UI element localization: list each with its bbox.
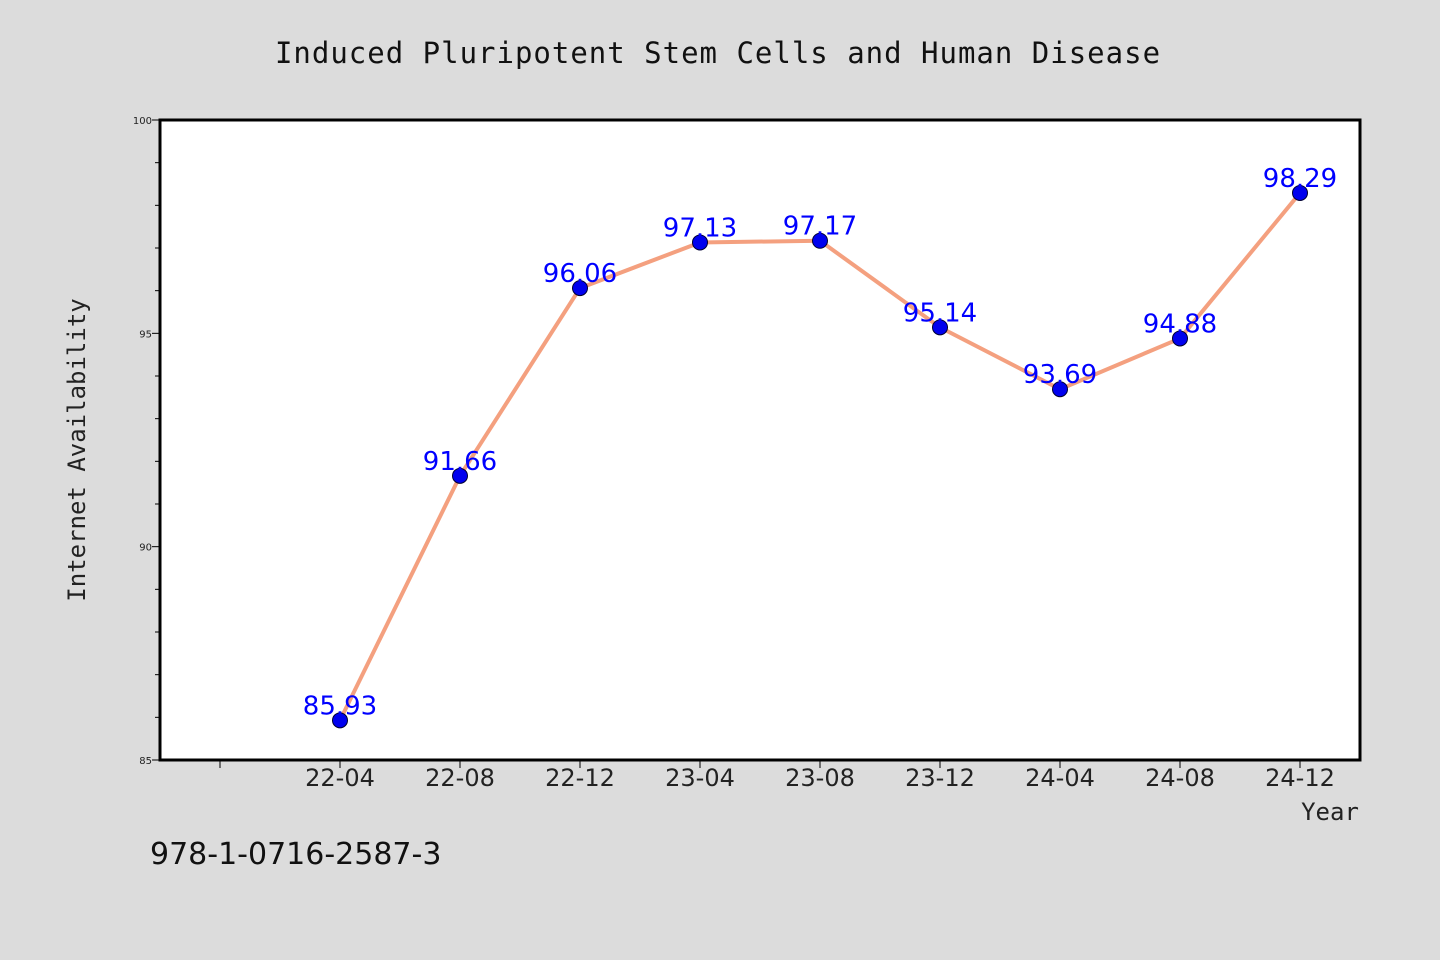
x-tick-label: 24-12 xyxy=(1265,764,1335,792)
plot-area xyxy=(160,120,1360,760)
y-tick-label: 85 xyxy=(139,756,152,767)
x-tick-label: 22-12 xyxy=(545,764,615,792)
x-tick-label: 24-04 xyxy=(1025,764,1095,792)
data-point-marker xyxy=(812,232,828,249)
data-point-marker xyxy=(932,319,948,336)
x-tick-label: 22-04 xyxy=(305,764,375,792)
x-tick-label: 24-08 xyxy=(1145,764,1215,792)
y-tick-label: 100 xyxy=(133,116,152,127)
data-label: 97.13 xyxy=(663,213,737,243)
data-point-marker xyxy=(452,467,468,484)
x-tick-label: 23-04 xyxy=(665,764,735,792)
y-tick-label: 90 xyxy=(139,543,152,554)
y-tick-label: 95 xyxy=(139,329,152,340)
data-label: 96.06 xyxy=(543,259,617,289)
data-point-marker xyxy=(332,712,348,729)
plot-frame xyxy=(158,118,1362,762)
x-tick-label: 22-08 xyxy=(425,764,495,792)
series-line-group xyxy=(332,184,1308,729)
data-label: 95.14 xyxy=(903,298,977,328)
x-axis: 22-04 22-08 22-12 23-04 23-08 23-12 24-04 24-08… xyxy=(219,760,1335,792)
data-point-marker xyxy=(572,280,588,297)
x-axis-label: Year xyxy=(1301,798,1359,826)
data-point-marker xyxy=(1172,330,1188,347)
data-labels: 85.93 91.66 96.06 97.13 97.17 95.14 93.69 94.88… xyxy=(303,164,1337,721)
data-point-marker xyxy=(1052,381,1068,398)
x-tick-label: 23-08 xyxy=(785,764,855,792)
isbn-footer: 978-1-0716-2587-3 xyxy=(150,837,441,872)
data-point-marker xyxy=(692,234,708,251)
x-tick-label: 23-12 xyxy=(905,764,975,792)
y-axis: 85 90 95 100 xyxy=(133,116,160,767)
data-point-marker xyxy=(1292,184,1308,201)
data-label: 85.93 xyxy=(303,691,377,721)
data-label: 97.17 xyxy=(783,212,857,242)
data-label: 91.66 xyxy=(423,447,497,477)
chart-title: Induced Pluripotent Stem Cells and Human… xyxy=(275,36,1161,70)
data-label: 98.29 xyxy=(1263,164,1337,194)
data-label: 94.88 xyxy=(1143,309,1217,339)
data-label: 93.69 xyxy=(1023,360,1097,390)
y-axis-label: Internet Availability xyxy=(63,298,91,601)
